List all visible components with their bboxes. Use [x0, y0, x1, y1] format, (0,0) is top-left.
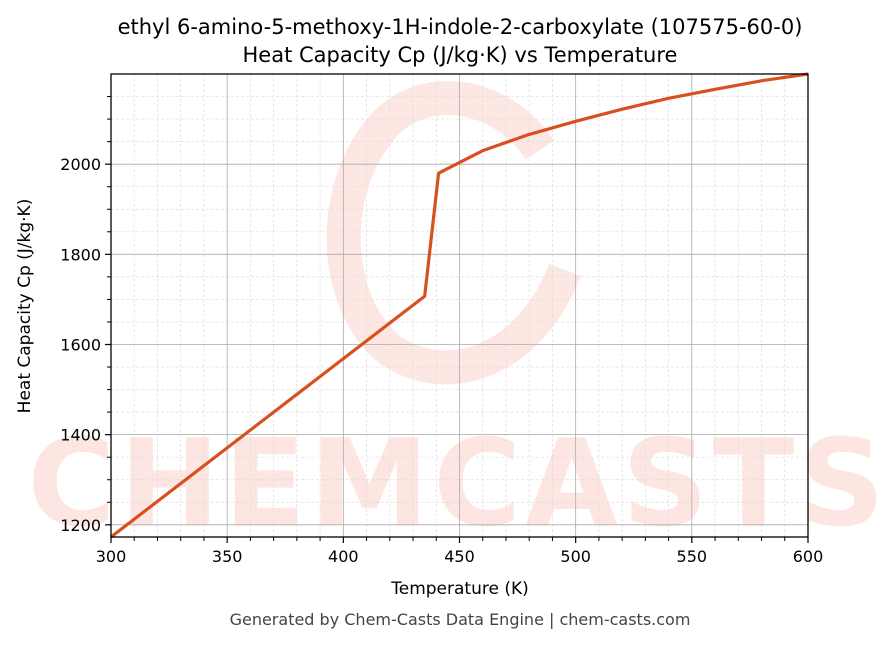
x-tick-label: 350 [212, 547, 243, 566]
y-tick-label: 2000 [60, 155, 101, 174]
x-axis-label: Temperature (K) [390, 579, 529, 599]
x-tick-label: 450 [444, 547, 475, 566]
chemcasts-watermark: CHEMCASTS [27, 81, 882, 554]
watermark-text: CHEMCASTS [27, 415, 882, 554]
x-tick-label: 300 [96, 547, 127, 566]
chart-title-line1: ethyl 6-amino-5-methoxy-1H-indole-2-carb… [118, 15, 803, 39]
footer-credit: Generated by Chem-Casts Data Engine | ch… [230, 610, 691, 629]
x-tick-label: 500 [560, 547, 591, 566]
y-tick-label: 1400 [60, 426, 101, 445]
y-tick-label: 1600 [60, 335, 101, 354]
x-tick-label: 550 [677, 547, 708, 566]
y-tick-label: 1200 [60, 516, 101, 535]
chart-title-line2: Heat Capacity Cp (J/kg·K) vs Temperature [243, 43, 678, 67]
cp-series-line [110, 72, 809, 539]
y-axis-label: Heat Capacity Cp (J/kg·K) [15, 199, 35, 414]
watermark-c-logo [326, 81, 581, 385]
y-tick-label: 1800 [60, 245, 101, 264]
x-tick-label: 600 [793, 547, 824, 566]
x-tick-label: 400 [328, 547, 359, 566]
